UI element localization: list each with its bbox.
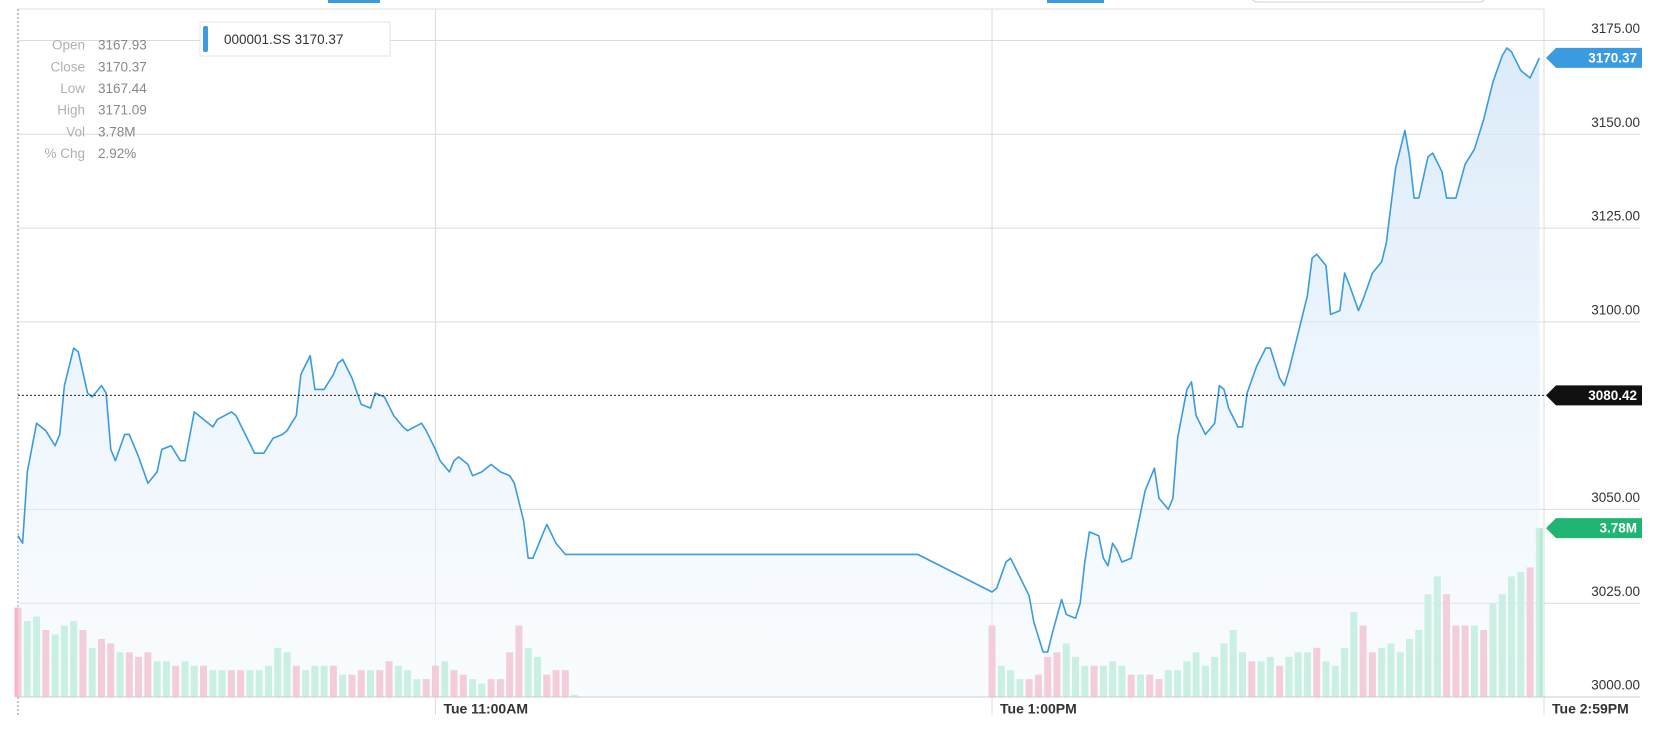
price-area: [18, 48, 1540, 697]
last-price-tag: 3170.37: [1588, 50, 1637, 65]
info-label: Open: [52, 38, 85, 53]
tab-indicator: [328, 0, 380, 3]
y-tick-label: 3050.00: [1591, 490, 1640, 505]
y-tick-label: 3125.00: [1591, 209, 1640, 224]
y-tick-label: 3150.00: [1591, 115, 1640, 130]
info-label: Low: [60, 81, 85, 96]
reference-tag-shape: [1546, 385, 1642, 406]
x-tick-label: Tue 11:00AM: [443, 701, 528, 717]
info-label: % Chg: [44, 146, 85, 161]
y-tick-label: 3025.00: [1591, 584, 1640, 599]
volume-tag: 3.78M: [1599, 521, 1637, 536]
axes: 3000.00 3025.00 3050.00 3100.00 3125.00 3150.…: [18, 21, 1640, 717]
legend-name: 000001.SS: [224, 32, 291, 47]
x-tick-label: Tue 1:00PM: [1000, 701, 1077, 717]
legend-value: 3170.37: [295, 32, 344, 47]
info-value: 2.92%: [98, 146, 136, 161]
legend-entry: 000001.SS 3170.37: [224, 32, 343, 47]
info-value: 3167.93: [98, 38, 147, 53]
info-value: 3170.37: [98, 59, 147, 74]
legend-box: [199, 21, 391, 57]
y-tick-label: 3175.00: [1591, 21, 1640, 36]
info-value: 3167.44: [98, 81, 147, 96]
price-tags: 3170.37 3080.42 3.78M: [1546, 47, 1642, 539]
info-label: High: [57, 103, 85, 118]
legend-swatch: [203, 26, 208, 52]
y-tick-label: 3100.00: [1591, 302, 1640, 317]
x-tick-label: Tue 2:59PM: [1552, 701, 1629, 717]
volume-tag-shape: [1546, 518, 1642, 539]
info-panel: Open 3167.93 Close 3170.37 Low 3167.44 High 317…: [44, 38, 147, 162]
price-line: [17, 47, 1544, 697]
y-tick-label: 3000.00: [1591, 678, 1640, 693]
reference-tag: 3080.42: [1588, 388, 1637, 403]
tab-indicator: [1047, 0, 1104, 3]
price-line: [17, 47, 1541, 653]
last-price-tag-shape: [1546, 47, 1642, 68]
info-value: 3171.09: [98, 103, 147, 118]
toolbar-edge: [1252, 0, 1485, 3]
info-value: 3.78M: [98, 124, 136, 139]
legend: 000001.SS 3170.37: [199, 21, 391, 57]
info-label: Vol: [66, 124, 85, 139]
info-label: Close: [50, 59, 85, 74]
